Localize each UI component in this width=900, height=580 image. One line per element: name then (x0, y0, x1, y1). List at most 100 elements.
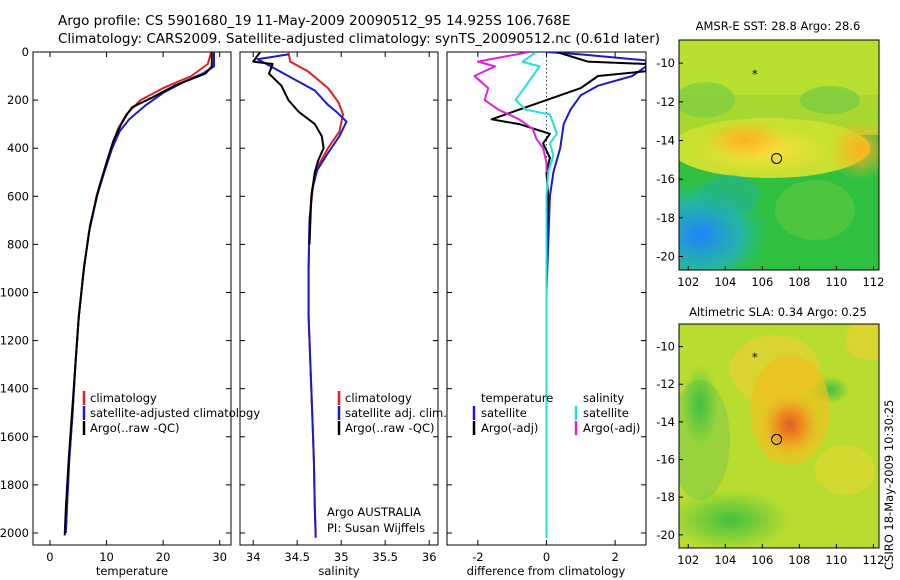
difference-lines (473, 52, 646, 538)
legend-label-temp-satellite: satellite (481, 406, 527, 420)
map-y-tick-label: -10 (656, 56, 675, 70)
x-tick-label: 30 (212, 550, 227, 564)
map-x-tick-label: 112 (862, 275, 884, 289)
x-tick-label: 10 (99, 550, 114, 564)
legend-label-satellite: satellite-adjusted climatology (90, 406, 260, 420)
x-tick-label: 36 (422, 550, 437, 564)
salinity-panel: 34 34.5 35 35.5 36 salinity climatology sate… (239, 51, 447, 578)
map-x-tick-label: 102 (677, 275, 699, 289)
temperature-ticks: 0 10 20 30 0 200 400 600 800 1000 1200 1400 1600 1800… (0, 45, 231, 564)
map-y-tick-label: -14 (656, 415, 675, 429)
temperature-legend: climatology satellite-adjusted climatolo… (82, 391, 260, 435)
map-y-tick-label: -10 (656, 340, 675, 354)
series-line-satellite-adjusted-climatology (64, 52, 215, 534)
x-tick-label: -2 (472, 550, 483, 564)
figure-title-line2: Climatology: CARS2009. Satellite-adjuste… (58, 31, 660, 47)
legend-label-climatology: climatology (90, 391, 157, 405)
salinity-lines (252, 52, 348, 538)
sst-map-panel: AMSR-E SST: 28.8 Argo: 28.6 102 104 106 108… (656, 19, 884, 289)
map-y-tick-label: -16 (656, 172, 675, 186)
map-x-tick-label: 108 (788, 275, 810, 289)
salinity-xlabel: salinity (318, 564, 359, 578)
side-timestamp-label: CSIRO 18-May-2009 10:30:25 (882, 400, 896, 571)
difference-panel: -2 0 2 difference from climatology tempera… (446, 51, 647, 578)
series-line-temperature-argo-adj (490, 52, 646, 245)
sst-map-frame (678, 39, 880, 271)
series-line-temperature-satellite (545, 52, 646, 538)
sst-heatmap (679, 40, 879, 270)
series-line-salinity-argo-adj (473, 52, 548, 173)
difference-legend: temperature satellite Argo(-adj) salinit… (472, 391, 640, 435)
salinity-legend: climatology satellite adj. clim. Argo(..… (337, 391, 447, 435)
x-tick-label: 2 (611, 550, 618, 564)
y-tick-label: 1800 (0, 478, 29, 492)
sst-map-title: AMSR-E SST: 28.8 Argo: 28.6 (696, 19, 861, 33)
sst-map-ticks: 102 104 106 108 110 112 -10 -12 -14 -16 -18 -20 (656, 56, 884, 289)
legend-label-climatology: climatology (345, 391, 412, 405)
y-tick-label: 200 (7, 93, 29, 107)
salinity-ticks: 34 34.5 35 35.5 36 (240, 51, 438, 564)
map-y-tick-label: -12 (656, 377, 675, 391)
map-y-tick-label: -14 (656, 134, 675, 148)
map-x-tick-label: 104 (714, 553, 736, 567)
temperature-xlabel: temperature (96, 564, 168, 578)
map-y-tick-label: -18 (656, 490, 675, 504)
y-tick-label: 0 (22, 45, 29, 59)
legend-label-argo: Argo(..raw -QC) (345, 421, 435, 435)
temperature-axes-box (32, 51, 232, 546)
y-tick-label: 1000 (0, 285, 29, 299)
y-tick-label: 600 (7, 189, 29, 203)
sla-map-frame (678, 323, 880, 549)
temperature-lines (63, 52, 215, 536)
figure-title-line1: Argo profile: CS 5901680_19 11-May-2009 … (58, 13, 570, 29)
temperature-panel: 0 10 20 30 0 200 400 600 800 1000 1200 1400 1600 1800… (0, 45, 260, 578)
series-line-argo-raw-qc (63, 52, 213, 536)
map-y-tick-label: -16 (656, 453, 675, 467)
x-tick-label: 20 (156, 550, 171, 564)
argo-location-marker (771, 433, 783, 445)
y-tick-label: 1600 (0, 430, 29, 444)
map-x-tick-label: 110 (825, 275, 847, 289)
map-x-tick-label: 108 (788, 553, 810, 567)
series-line-satellite-adj-clim (256, 53, 348, 538)
sla-map-panel: Altimetric SLA: 0.34 Argo: 0.25 102 104 10… (656, 305, 884, 567)
y-tick-label: 2000 (0, 526, 29, 540)
map-x-tick-label: 104 (714, 275, 736, 289)
x-tick-label: 35 (334, 550, 349, 564)
map-y-tick-label: -20 (656, 249, 675, 263)
map-x-tick-label: 106 (751, 553, 773, 567)
map-x-tick-label: 106 (751, 275, 773, 289)
sla-map-title: Altimetric SLA: 0.34 Argo: 0.25 (689, 305, 867, 319)
map-x-tick-label: 102 (677, 553, 699, 567)
series-line-argo-raw-qc (252, 52, 325, 245)
map-x-tick-label: 112 (862, 553, 884, 567)
y-tick-label: 1400 (0, 382, 29, 396)
float-track-marker: * (752, 67, 758, 81)
difference-xlabel: difference from climatology (467, 564, 626, 578)
legend-label-satellite: satellite adj. clim. (345, 406, 447, 420)
legend-label-temperature: temperature (481, 391, 553, 405)
argo-location-marker (771, 152, 783, 164)
annotation-pi: PI: Susan Wijffels (327, 521, 425, 535)
x-tick-label: 0 (543, 550, 550, 564)
difference-ticks: -2 0 2 (447, 51, 646, 564)
map-y-tick-label: -12 (656, 95, 675, 109)
legend-label-sal-satellite: satellite (583, 406, 629, 420)
x-tick-label: 34 (246, 550, 261, 564)
map-x-tick-label: 110 (825, 553, 847, 567)
map-y-tick-label: -20 (656, 528, 675, 542)
legend-label-salinity: salinity (583, 391, 624, 405)
float-track-marker: * (752, 350, 758, 364)
x-tick-label: 0 (46, 550, 53, 564)
legend-label-argo: Argo(..raw -QC) (90, 421, 180, 435)
y-tick-label: 800 (7, 237, 29, 251)
sla-heatmap (679, 324, 879, 548)
legend-label-temp-argo: Argo(-adj) (481, 421, 538, 435)
y-tick-label: 400 (7, 141, 29, 155)
series-line-climatology (64, 52, 213, 534)
map-y-tick-label: -18 (656, 211, 675, 225)
legend-label-sal-argo: Argo(-adj) (583, 421, 640, 435)
sla-map-ticks: 102 104 106 108 110 112 -10 -12 -14 -16 -18 -20 (656, 340, 884, 567)
y-tick-label: 1200 (0, 334, 29, 348)
